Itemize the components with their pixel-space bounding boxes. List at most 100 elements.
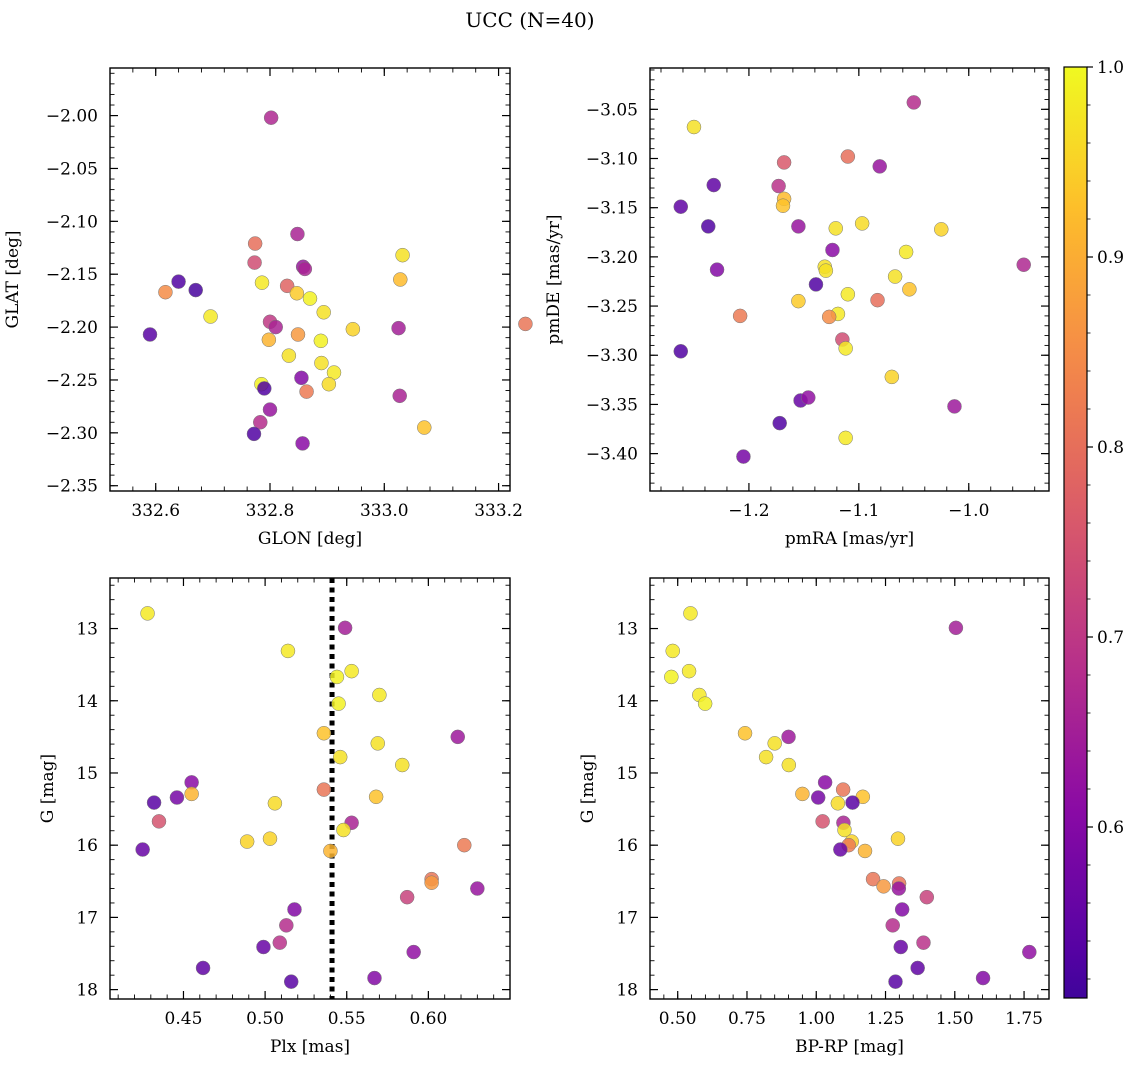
y-tick-label: −3.35 [586, 395, 638, 415]
y-tick-label: −2.35 [46, 477, 98, 497]
scatter-point [815, 814, 830, 829]
scatter-point [316, 305, 331, 320]
x-tick-label: 0.50 [246, 1009, 284, 1029]
scatter-point [781, 729, 796, 745]
x-tick-label: 1.00 [797, 1009, 835, 1029]
y-axis-label: G [mag] [578, 754, 598, 823]
panel-pmra-pmde: −1.2 −1.1 −1.0 −3.05 −3.10 −3.15 −3.20 −3.25 −3.… [544, 67, 1050, 549]
scatter-point [1016, 257, 1031, 272]
scatter-point [833, 842, 848, 857]
scatter-point [332, 749, 348, 765]
plot-frame [649, 577, 1050, 1000]
y-tick-label: 18 [76, 981, 98, 1001]
scatter-point [910, 960, 925, 976]
x-tick-label: −1.1 [838, 501, 879, 521]
y-axis-label: G [mag] [38, 754, 58, 823]
figure-title: UCC (N=40) [465, 8, 594, 32]
x-tick-label: 333.0 [360, 501, 409, 521]
scatter-point [791, 219, 806, 234]
scatter-point [665, 643, 680, 659]
scatter-point [287, 902, 302, 917]
scatter-point [239, 834, 255, 849]
scatter-point [184, 786, 199, 802]
scatter-point [891, 881, 907, 896]
scatter-point [368, 789, 384, 805]
points-layer [673, 95, 1031, 464]
scatter-point [321, 376, 337, 392]
scatter-point [336, 822, 351, 838]
scatter-point [289, 285, 305, 301]
scatter-point [902, 282, 917, 297]
scatter-point [737, 726, 753, 741]
ticks-layer: 0.45 0.50 0.55 0.60 13 14 15 16 17 18 [76, 578, 511, 1029]
scatter-point [681, 663, 697, 679]
scatter-point [470, 881, 485, 896]
scatter-point [203, 309, 218, 324]
scatter-point [316, 782, 332, 797]
scatter-point [795, 786, 810, 802]
y-tick-label: −2.25 [46, 371, 98, 391]
x-tick-label: −1.2 [728, 501, 769, 521]
scatter-point [257, 381, 272, 396]
scatter-point [947, 399, 962, 414]
colorbar-gradient [1063, 66, 1088, 999]
scatter-point [840, 149, 856, 164]
scatter-point [697, 696, 713, 711]
scatter-point [686, 119, 702, 135]
scatter-point [295, 436, 310, 451]
scatter-point [146, 795, 162, 810]
panel-glon-glat: 332.6 332.8 333.0 333.2 −2.00 −2.05 −2.10 −2.15… [3, 67, 533, 549]
scatter-point [370, 736, 386, 751]
scatter-point [294, 370, 309, 386]
scatter-point [821, 309, 837, 325]
scatter-point [372, 687, 387, 703]
scatter-point [830, 796, 846, 811]
panel-bprp-g: 0.50 0.75 1.00 1.25 1.50 1.75 13 14 15 16 17 18 BP-… [578, 577, 1050, 1057]
scatter-point [171, 274, 186, 289]
scatter-point [299, 384, 314, 399]
scatter-point [801, 390, 816, 405]
scatter-point [399, 889, 415, 905]
y-tick-label: 14 [76, 692, 98, 712]
y-tick-label: −3.30 [586, 346, 638, 366]
scatter-point [256, 939, 271, 955]
points-layer [135, 578, 485, 999]
scatter-point [297, 261, 313, 277]
scatter-point [313, 333, 329, 349]
scatter-point [314, 355, 329, 371]
scatter-point [367, 970, 382, 986]
colorbar-tick-label: 0.8 [1097, 438, 1124, 458]
scatter-point [906, 95, 922, 110]
scatter-point [279, 918, 294, 933]
scatter-point [331, 696, 346, 711]
scatter-point [344, 663, 359, 679]
y-tick-label: −3.25 [586, 297, 638, 317]
scatter-point [776, 155, 792, 170]
scatter-point [281, 348, 297, 363]
x-tick-label: 0.45 [165, 1009, 203, 1029]
scatter-point [272, 935, 288, 950]
scatter-point [894, 902, 910, 917]
scatter-point [406, 944, 421, 960]
scatter-point [345, 321, 361, 337]
x-tick-label: 332.6 [131, 501, 180, 521]
scatter-point [188, 282, 203, 298]
scatter-point [857, 843, 873, 859]
scatter-point [262, 402, 278, 417]
y-tick-label: 17 [616, 908, 638, 928]
x-tick-label: 1.25 [867, 1009, 905, 1029]
scatter-point [316, 726, 332, 741]
scatter-point [840, 287, 856, 302]
scatter-point [872, 159, 887, 174]
scatter-point [135, 842, 150, 857]
scatter-point [424, 875, 439, 890]
panel-plx-g: 0.45 0.50 0.55 0.60 13 14 15 16 17 18 Plx [mas] G… [38, 577, 511, 1057]
y-tick-label: −3.10 [586, 150, 638, 170]
x-tick-label: 0.75 [728, 1009, 766, 1029]
scatter-point [701, 219, 716, 234]
scatter-point [329, 669, 345, 685]
y-tick-label: 15 [616, 764, 638, 784]
scatter-point [395, 247, 410, 263]
scatter-point [810, 790, 826, 805]
scatter-point [771, 178, 786, 194]
